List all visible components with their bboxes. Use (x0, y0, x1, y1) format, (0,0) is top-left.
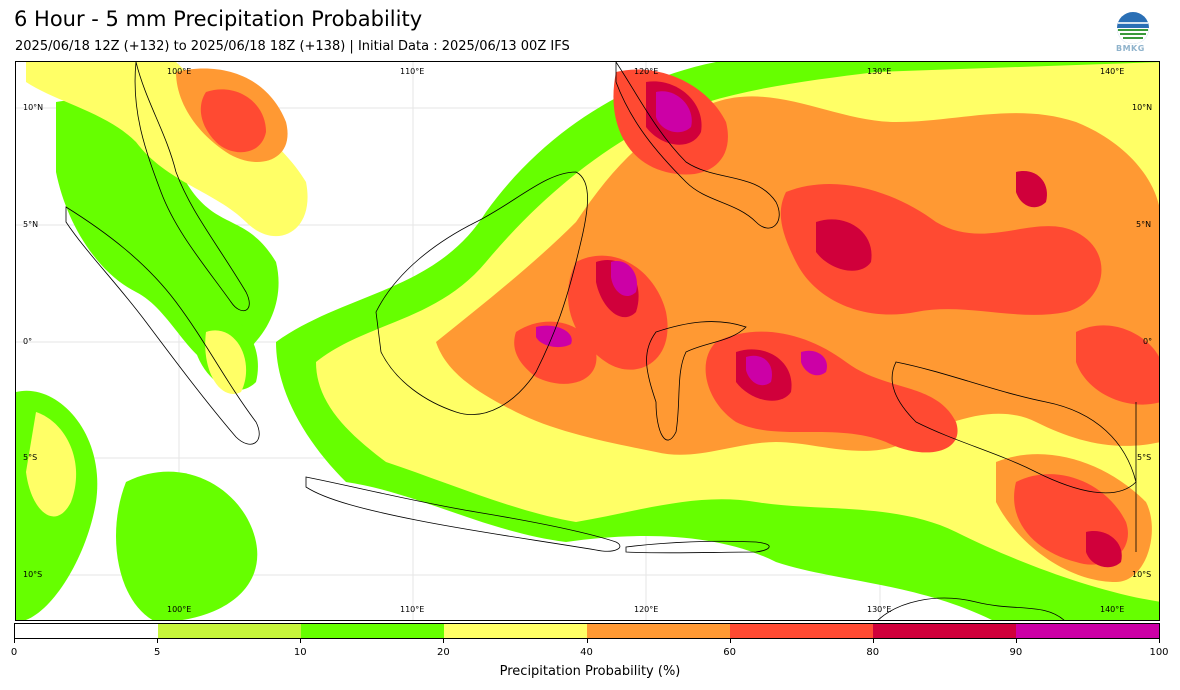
lon-label-bottom: 130°E (867, 605, 892, 614)
lon-label-bottom: 140°E (1100, 605, 1125, 614)
map-title: 6 Hour - 5 mm Precipitation Probability (14, 7, 423, 31)
lat-label-left: 10°N (23, 103, 44, 112)
lat-label-right: 5°S (1137, 453, 1152, 462)
colorbar-tick-label: 20 (437, 647, 450, 658)
lon-label-top: 110°E (400, 67, 425, 76)
colorbar-segment (15, 624, 158, 638)
colorbar-segment (1016, 624, 1159, 638)
lat-label-right: 10°N (1132, 103, 1153, 112)
colorbar (14, 623, 1160, 639)
colorbar-tick (157, 639, 159, 643)
colorbar-segment (587, 624, 730, 638)
lon-label-bottom: 110°E (400, 605, 425, 614)
lat-label-left: 0° (23, 337, 33, 346)
lon-label-top: 140°E (1100, 67, 1125, 76)
colorbar-tick (443, 639, 445, 643)
colorbar-label: Precipitation Probability (%) (499, 664, 681, 679)
bmkg-logo-icon (1114, 10, 1152, 54)
colorbar-tick-label: 5 (153, 647, 161, 658)
lat-label-left: 5°S (23, 453, 38, 462)
map-canvas (16, 62, 1159, 620)
prob-field-90-100 (536, 91, 827, 386)
colorbar-tick (14, 639, 15, 643)
lat-label-right: 5°N (1136, 220, 1152, 229)
colorbar-tick-label: 0 (10, 647, 18, 658)
colorbar-segment (301, 624, 444, 638)
logo-text: BMKG (1116, 44, 1145, 53)
precipitation-map: 100°E 110°E 120°E 130°E 140°E 100°E 110°… (15, 61, 1160, 621)
lon-label-top: 120°E (634, 67, 659, 76)
colorbar-tick-label: 100 (1149, 647, 1169, 658)
lon-label-bottom: 100°E (167, 605, 192, 614)
colorbar-tick-label: 90 (1009, 647, 1023, 658)
colorbar-tick-label: 60 (723, 647, 736, 658)
map-subtitle: 2025/06/18 12Z (+132) to 2025/06/18 18Z … (15, 39, 570, 54)
lat-label-left: 10°S (23, 570, 43, 579)
colorbar-tick (729, 639, 731, 643)
colorbar-tick-label: 10 (293, 647, 307, 658)
coastlines (65, 62, 1137, 620)
lon-label-top: 130°E (867, 67, 892, 76)
lon-label-top: 100°E (167, 67, 192, 76)
colorbar-segment (730, 624, 873, 638)
lat-label-left: 5°N (23, 220, 39, 229)
colorbar-segment (873, 624, 1016, 638)
lat-label-right: 0° (1143, 337, 1153, 346)
lat-label-right: 10°S (1132, 570, 1152, 579)
colorbar-segment (158, 624, 301, 638)
colorbar-segment (444, 624, 587, 638)
colorbar-tick (586, 639, 588, 643)
colorbar-tick (1159, 639, 1160, 643)
colorbar-tick (1015, 639, 1017, 643)
colorbar-tick (300, 639, 302, 643)
colorbar-tick-label: 40 (580, 647, 593, 658)
colorbar-tick (872, 639, 874, 643)
colorbar-tick-label: 80 (866, 647, 880, 658)
lon-label-bottom: 120°E (634, 605, 659, 614)
